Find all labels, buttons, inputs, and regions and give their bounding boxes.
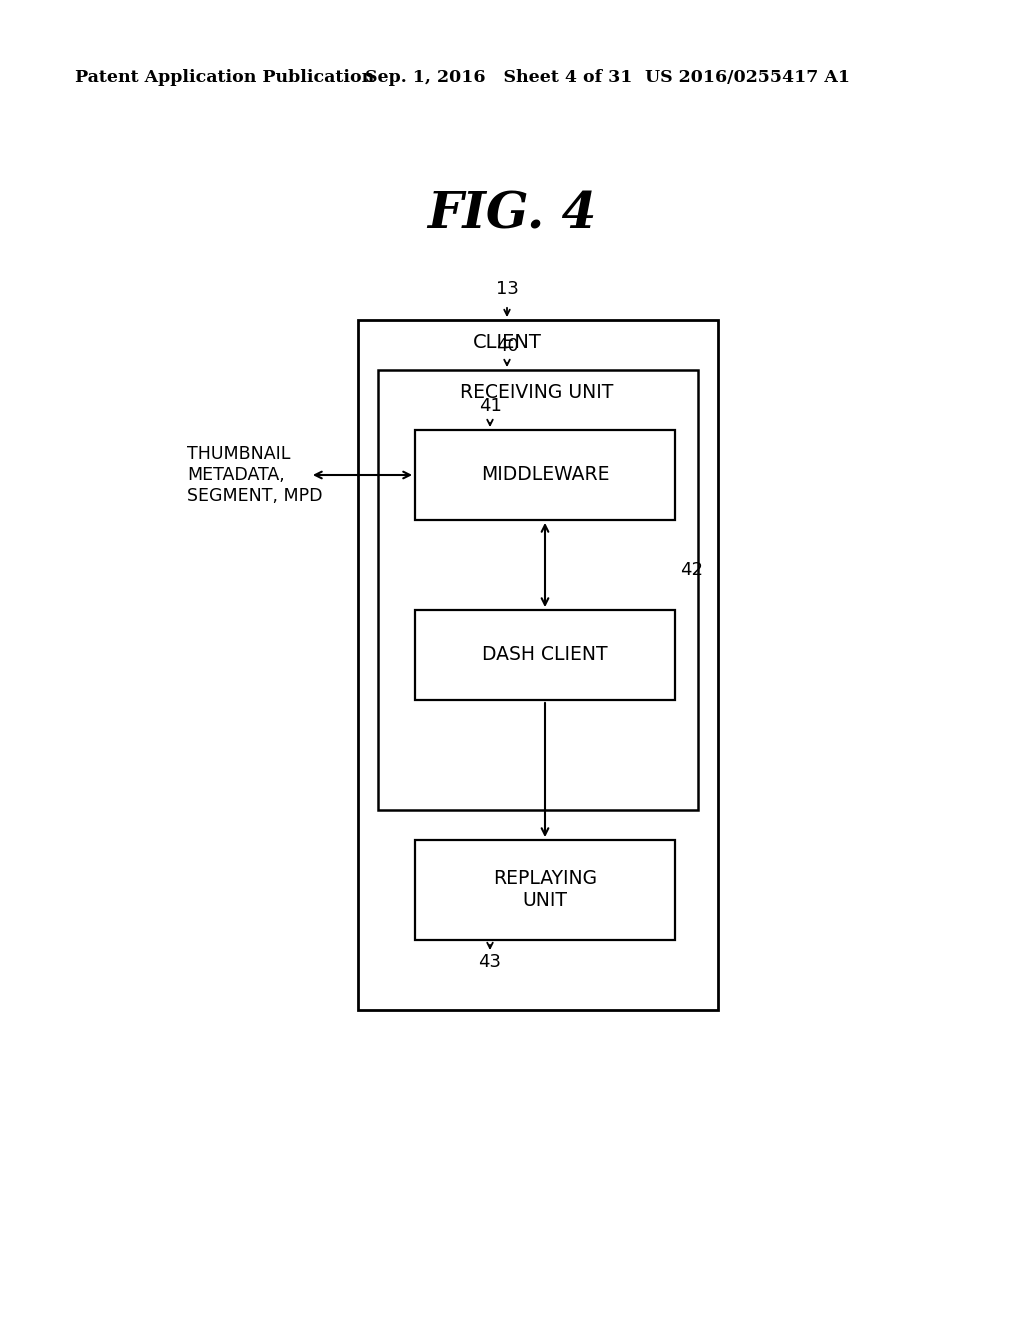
Bar xyxy=(415,610,675,700)
Text: MIDDLEWARE: MIDDLEWARE xyxy=(480,466,609,484)
Text: Sep. 1, 2016   Sheet 4 of 31: Sep. 1, 2016 Sheet 4 of 31 xyxy=(365,70,633,87)
Text: Patent Application Publication: Patent Application Publication xyxy=(75,70,374,87)
Text: THUMBNAIL
METADATA,
SEGMENT, MPD: THUMBNAIL METADATA, SEGMENT, MPD xyxy=(187,445,323,504)
Text: DASH CLIENT: DASH CLIENT xyxy=(482,645,608,664)
Text: 40: 40 xyxy=(496,337,518,355)
Text: CLIENT: CLIENT xyxy=(472,334,542,352)
Bar xyxy=(415,840,675,940)
Text: 43: 43 xyxy=(478,953,502,972)
Text: 13: 13 xyxy=(496,280,518,298)
Bar xyxy=(358,319,718,1010)
Bar xyxy=(378,370,698,810)
Bar xyxy=(415,430,675,520)
Text: FIG. 4: FIG. 4 xyxy=(427,190,597,239)
Text: 41: 41 xyxy=(478,397,502,414)
Text: RECEIVING UNIT: RECEIVING UNIT xyxy=(461,383,613,401)
Text: REPLAYING
UNIT: REPLAYING UNIT xyxy=(493,870,597,911)
Text: US 2016/0255417 A1: US 2016/0255417 A1 xyxy=(645,70,850,87)
Text: 42: 42 xyxy=(680,561,703,579)
